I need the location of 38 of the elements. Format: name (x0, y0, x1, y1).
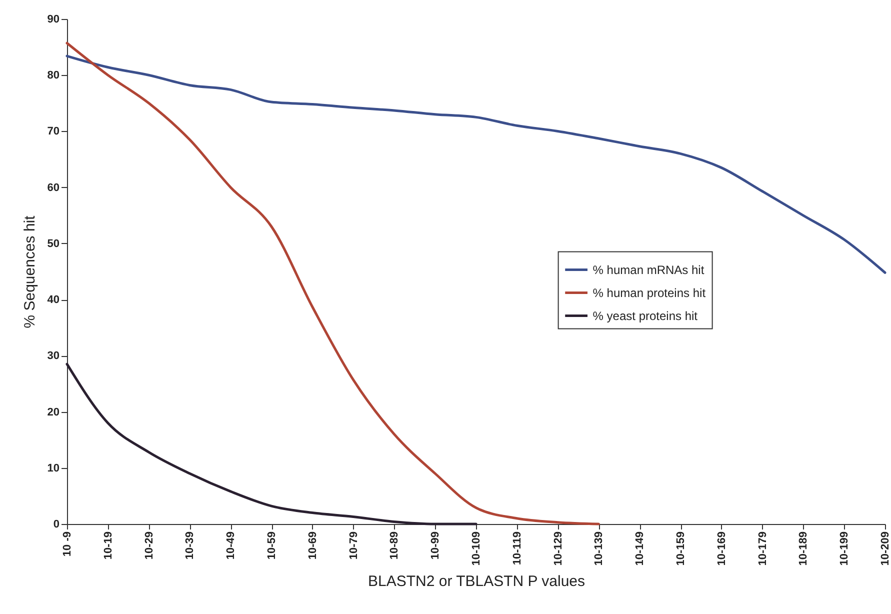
x-tick-label: 10-59 (266, 532, 278, 560)
x-tick-label: 10 -9 (62, 532, 74, 557)
y-tick-label: 60 (47, 182, 60, 194)
x-tick-label: 10-139 (593, 532, 606, 566)
x-tick-label: 10-69 (306, 532, 319, 560)
x-tick-label: 10-19 (102, 532, 114, 560)
y-tick-label: 20 (47, 406, 60, 418)
y-tick-label: 40 (47, 294, 60, 306)
x-tick-label: 10-109 (470, 532, 482, 566)
x-tick-label: 10-169 (716, 532, 728, 566)
y-tick-label: 0 (53, 518, 60, 530)
y-tick-label: 80 (47, 70, 60, 82)
legend-label: % human mRNAs hit (592, 262, 705, 277)
y-axis-title: % Sequences hit (21, 214, 38, 328)
y-tick-label: 30 (47, 350, 60, 362)
legend-label: % yeast proteins hit (592, 308, 698, 323)
y-tick-label: 70 (47, 126, 60, 138)
x-tick-label: 10-79 (348, 532, 360, 560)
legend-label: % human proteins hit (592, 286, 706, 300)
x-axis-title: BLASTN2 or TBLASTN P values (368, 572, 586, 590)
x-tick-label: 10-49 (225, 532, 238, 560)
y-tick-label: 10 (47, 462, 60, 474)
x-tick-label: 10-99 (430, 532, 442, 560)
x-tick-label: 10-179 (756, 532, 769, 566)
x-tick-label: 10-119 (511, 532, 524, 566)
x-tick-label: 10-189 (798, 532, 810, 566)
y-tick-label: 50 (47, 238, 60, 250)
x-tick-label: 10-199 (838, 532, 851, 566)
x-tick-label: 10-159 (675, 532, 687, 566)
x-tick-label: 10-149 (634, 532, 646, 566)
x-tick-label: 10-89 (388, 532, 401, 560)
x-tick-label: 10-129 (552, 532, 564, 566)
line-series (66, 362, 478, 526)
x-tick-label: 10-29 (143, 532, 156, 560)
x-tick-label: 10-209 (880, 532, 891, 566)
line-series (66, 54, 886, 274)
y-tick-label: 90 (47, 14, 60, 26)
x-tick-label: 10-39 (184, 532, 196, 560)
